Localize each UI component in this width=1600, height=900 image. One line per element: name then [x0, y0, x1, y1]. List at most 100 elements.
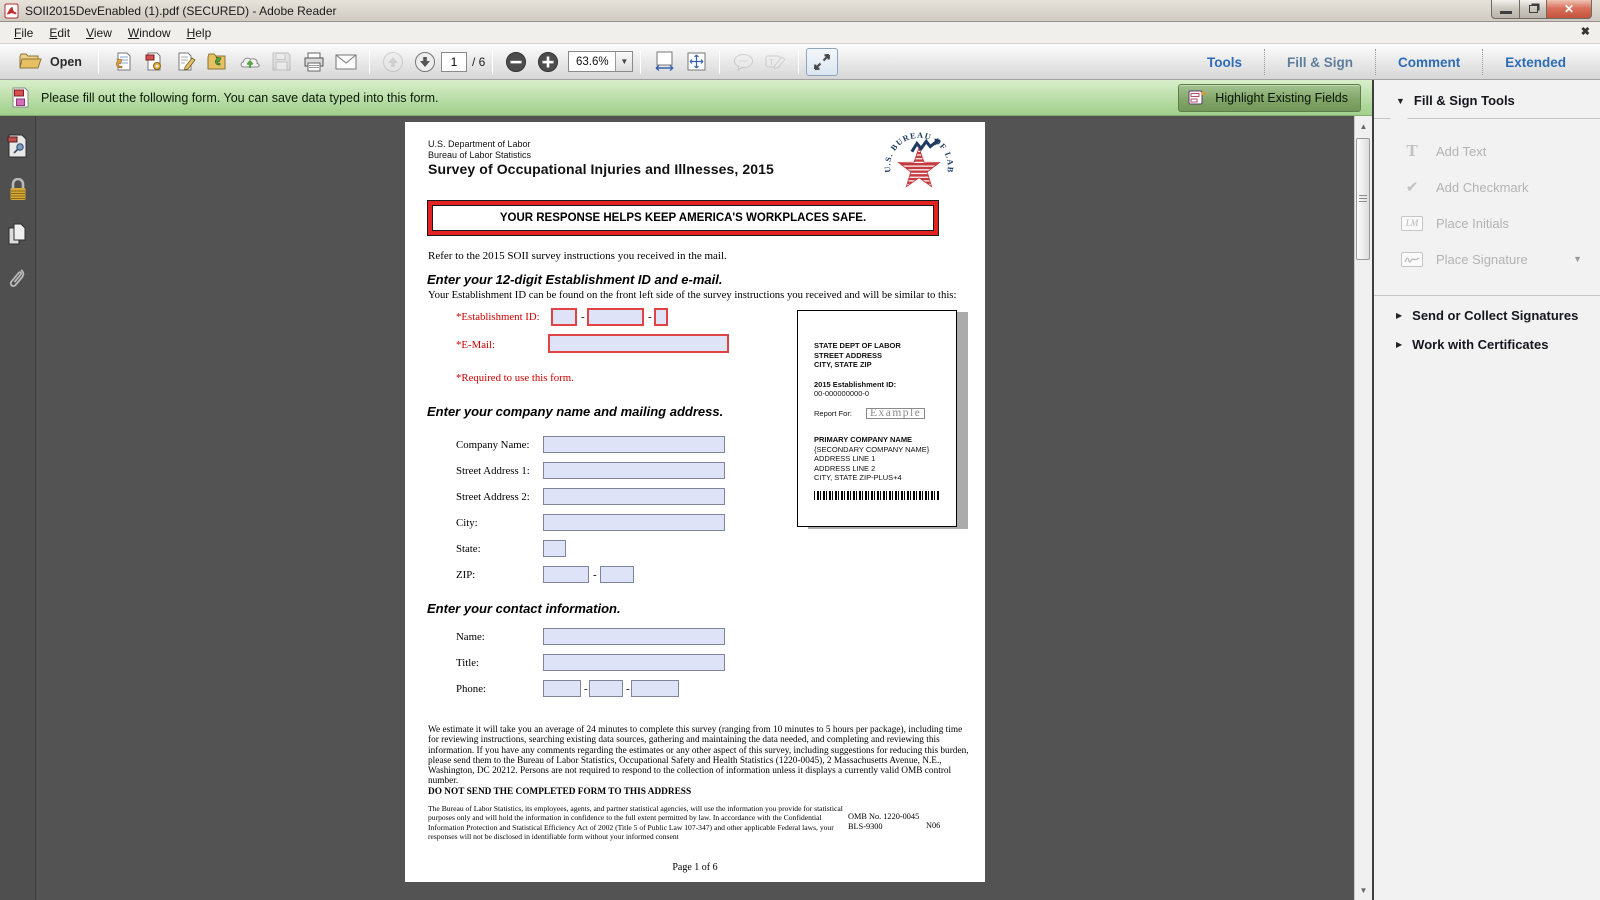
street-address-1-field[interactable]	[543, 462, 725, 479]
text-markup-button[interactable]: T	[759, 48, 791, 76]
tab-tools[interactable]: Tools	[1206, 54, 1242, 70]
state-label: State:	[456, 543, 481, 555]
sign-document-button[interactable]	[170, 48, 202, 76]
add-text-label: Add Text	[1436, 143, 1487, 159]
fit-page-icon	[687, 52, 706, 71]
comment-button[interactable]	[727, 48, 759, 76]
fit-width-button[interactable]	[648, 48, 680, 76]
send-collect-signatures-label: Send or Collect Signatures	[1412, 308, 1579, 323]
form-document-icon	[12, 87, 29, 108]
scrollbar-thumb[interactable]	[1356, 138, 1370, 260]
fullscreen-mode-button[interactable]	[806, 47, 839, 76]
minimize-button[interactable]	[1491, 0, 1520, 19]
text-edit-icon: T	[765, 55, 786, 69]
open-button[interactable]: Open	[10, 48, 91, 76]
send-file-button[interactable]	[106, 48, 138, 76]
previous-page-button[interactable]	[377, 48, 409, 76]
toolbar: Open	[0, 44, 1600, 80]
menu-help[interactable]: Help	[186, 25, 212, 40]
street-address-1-label: Street Address 1:	[456, 465, 530, 477]
name-field[interactable]	[543, 628, 725, 645]
save-button[interactable]	[266, 48, 298, 76]
email-button[interactable]	[330, 48, 362, 76]
zoom-level-select[interactable]: 63.6% ▼	[568, 51, 634, 72]
phone-field-2[interactable]	[589, 680, 623, 697]
sample-company-line: ADDRESS LINE 1	[814, 454, 876, 463]
page-thumbnails-icon[interactable]	[7, 134, 28, 158]
company-name-field[interactable]	[543, 436, 725, 453]
add-text-tool[interactable]: T Add Text	[1374, 133, 1600, 169]
zip-field-2[interactable]	[600, 566, 634, 583]
menu-window[interactable]: Window	[127, 25, 171, 40]
close-menubar-icon[interactable]: ✖	[1580, 26, 1590, 38]
place-initials-tool[interactable]: LM Place Initials	[1374, 205, 1600, 241]
add-checkmark-label: Add Checkmark	[1436, 179, 1529, 195]
intro-text: Refer to the 2015 SOII survey instructio…	[428, 250, 727, 262]
signature-dropdown-icon[interactable]: ▼	[1573, 254, 1582, 264]
fill-sign-panel: ▼ Fill & Sign Tools T Add Text ✔ Add Che…	[1374, 80, 1600, 900]
export-folder-icon	[207, 53, 226, 70]
zoom-dropdown-arrow-icon[interactable]: ▼	[615, 52, 633, 71]
open-folder-icon	[19, 53, 42, 69]
pages-copy-icon[interactable]	[7, 222, 28, 246]
title-field[interactable]	[543, 654, 725, 671]
sample-company-line: ADDRESS LINE 2	[814, 463, 876, 473]
establishment-id-field-3[interactable]	[654, 308, 668, 326]
page-footer: Page 1 of 6	[672, 862, 718, 873]
upload-cloud-button[interactable]	[234, 48, 266, 76]
response-banner: YOUR RESPONSE HELPS KEEP AMERICA'S WORKP…	[427, 200, 939, 236]
scroll-down-icon[interactable]: ▼	[1359, 885, 1368, 895]
print-button[interactable]	[298, 48, 330, 76]
section-id-subtext: Your Establishment ID can be found on th…	[428, 289, 957, 301]
distribute-form-button[interactable]	[138, 48, 170, 76]
state-field[interactable]	[543, 540, 566, 557]
menu-edit[interactable]: Edit	[49, 25, 71, 40]
bls-logo: U.S. BUREAU OF LABOR STATISTICS	[883, 126, 955, 198]
close-button[interactable]: ✕	[1547, 0, 1592, 19]
work-with-certificates-section[interactable]: ▶ Work with Certificates	[1374, 325, 1600, 354]
city-field[interactable]	[543, 514, 725, 531]
tab-extended[interactable]: Extended	[1505, 54, 1566, 70]
burden-paragraph: We estimate it will take you an average …	[428, 725, 969, 787]
sample-mailer-box: STATE DEPT OF LABOR STREET ADDRESS CITY,…	[797, 310, 957, 527]
pdf-page: U.S. Department of Labor Bureau of Labor…	[405, 122, 985, 882]
scroll-up-icon[interactable]: ▲	[1359, 121, 1368, 131]
export-button[interactable]	[202, 48, 234, 76]
required-note: *Required to use this form.	[456, 372, 574, 384]
fill-sign-tools-header[interactable]: ▼ Fill & Sign Tools	[1374, 80, 1600, 118]
highlight-fields-icon	[1188, 90, 1207, 105]
zoom-out-button[interactable]	[500, 48, 532, 76]
zip-field-1[interactable]	[543, 566, 589, 583]
phone-field-3[interactable]	[631, 680, 679, 697]
notification-message: Please fill out the following form. You …	[41, 90, 439, 105]
agency-line-2: Bureau of Labor Statistics	[428, 150, 532, 160]
tab-comment[interactable]: Comment	[1397, 54, 1461, 70]
tab-fill-and-sign[interactable]: Fill & Sign	[1286, 54, 1353, 70]
establishment-id-field-2[interactable]	[587, 308, 644, 326]
security-lock-icon[interactable]	[8, 178, 28, 202]
title-bar: SOII2015DevEnabled (1).pdf (SECURED) - A…	[0, 0, 1600, 22]
attachments-paperclip-icon[interactable]	[8, 266, 28, 292]
menu-file[interactable]: File	[14, 25, 34, 40]
toolbar-separator	[719, 49, 721, 74]
omb-number: OMB No. 1220-0045	[848, 812, 920, 821]
fit-page-button[interactable]	[680, 48, 712, 76]
zoom-in-button[interactable]	[532, 48, 564, 76]
cloud-upload-icon	[240, 57, 260, 68]
document-viewport[interactable]: U.S. Department of Labor Bureau of Labor…	[36, 116, 1354, 900]
next-page-button[interactable]	[409, 48, 441, 76]
street-address-2-field[interactable]	[543, 488, 725, 505]
send-collect-signatures-section[interactable]: ▶ Send or Collect Signatures	[1374, 296, 1600, 325]
highlight-fields-button[interactable]: Highlight Existing Fields	[1178, 84, 1361, 112]
email-field[interactable]	[548, 334, 729, 353]
place-signature-tool[interactable]: Place Signature ▼	[1374, 241, 1600, 277]
restore-button[interactable]	[1520, 0, 1547, 19]
phone-field-1[interactable]	[543, 680, 581, 697]
add-checkmark-tool[interactable]: ✔ Add Checkmark	[1374, 169, 1600, 205]
page-number-input[interactable]	[440, 51, 467, 72]
document-scrollbar[interactable]: ▲ ▼	[1354, 116, 1372, 900]
zoom-level-value: 63.6%	[575, 55, 609, 68]
establishment-id-field-1[interactable]	[551, 308, 577, 326]
company-name-label: Company Name:	[456, 439, 530, 451]
menu-view[interactable]: View	[86, 25, 112, 40]
